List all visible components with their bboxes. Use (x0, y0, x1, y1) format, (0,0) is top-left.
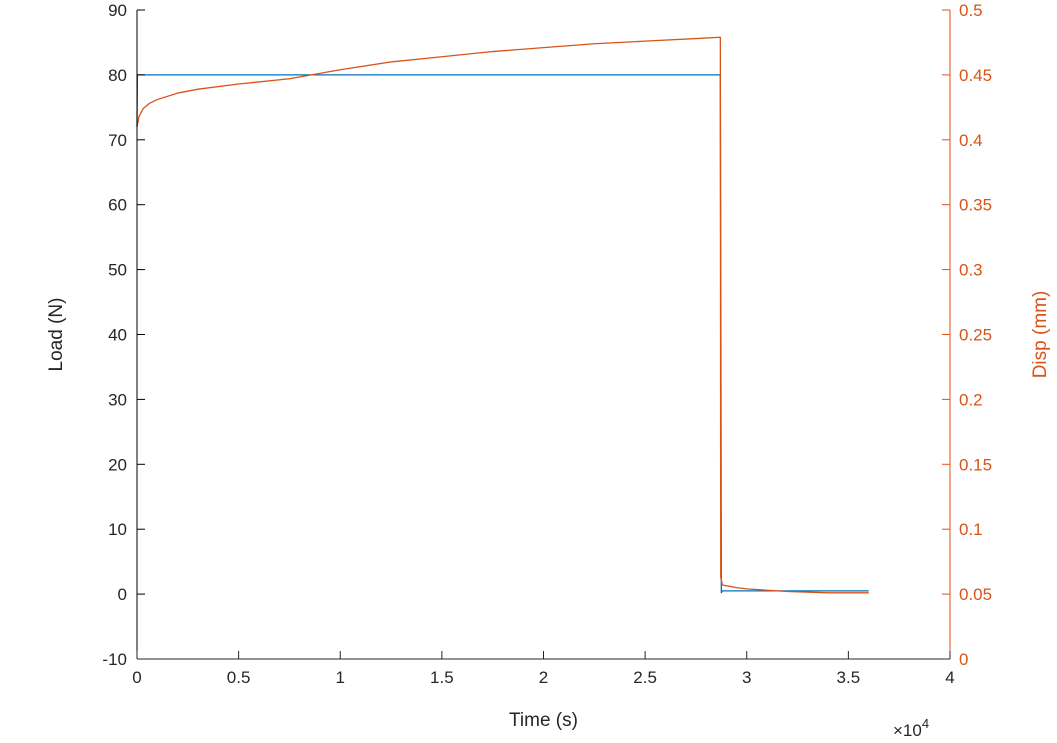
right-tick-label: 0.25 (959, 326, 992, 345)
x-tick-label: 2.5 (633, 668, 657, 687)
x-tick-label: 0.5 (227, 668, 251, 687)
right-tick-label: 0.2 (959, 390, 983, 409)
x-tick-label: 3 (742, 668, 751, 687)
x-tick-label: 0 (132, 668, 141, 687)
left-tick-label: 50 (108, 261, 127, 280)
x-axis-exponent: ×104 (893, 716, 929, 740)
x-axis-label: Time (s) (509, 710, 578, 731)
left-axis: -10 0 10 20 30 40 50 60 70 80 90 (102, 1, 145, 669)
series-line-load (136, 74, 869, 594)
right-tick-label: 0 (959, 650, 968, 669)
x-axis-exponent-power: 4 (922, 716, 929, 731)
left-tick-label: -10 (102, 650, 127, 669)
left-tick-label: 40 (108, 326, 127, 345)
x-tick-label: 1.5 (430, 668, 454, 687)
right-tick-label: 0.3 (959, 261, 983, 280)
right-tick-label: 0.1 (959, 520, 983, 539)
left-tick-label: 60 (108, 196, 127, 215)
x-tick-label: 4 (945, 668, 954, 687)
right-axis: 0 0.05 0.1 0.15 0.2 0.25 0.3 0.35 0.4 0.45 0.5 (942, 1, 992, 669)
left-tick-label: 0 (118, 585, 127, 604)
right-tick-label: 0.05 (959, 585, 992, 604)
left-tick-label: 70 (108, 131, 127, 150)
right-tick-label: 0.15 (959, 455, 992, 474)
left-tick-label: 10 (108, 520, 127, 539)
left-tick-label: 80 (108, 66, 127, 85)
left-axis-label: Load (N) (46, 298, 67, 372)
series-line-disp (136, 36, 869, 594)
x-axis: 0 0.5 1 1.5 2 2.5 3 3.5 4 (132, 651, 955, 687)
series-layer (136, 36, 869, 594)
right-tick-label: 0.35 (959, 196, 992, 215)
right-axis-label: Disp (mm) (1030, 291, 1051, 379)
x-axis-exponent-base: ×10 (893, 721, 922, 740)
x-tick-label: 3.5 (837, 668, 861, 687)
x-tick-label: 2 (539, 668, 548, 687)
x-tick-label: 1 (336, 668, 345, 687)
left-tick-label: 90 (108, 1, 127, 20)
left-tick-label: 30 (108, 390, 127, 409)
right-tick-label: 0.45 (959, 66, 992, 85)
right-tick-label: 0.5 (959, 1, 983, 20)
right-tick-label: 0.4 (959, 131, 983, 150)
left-tick-label: 20 (108, 455, 127, 474)
